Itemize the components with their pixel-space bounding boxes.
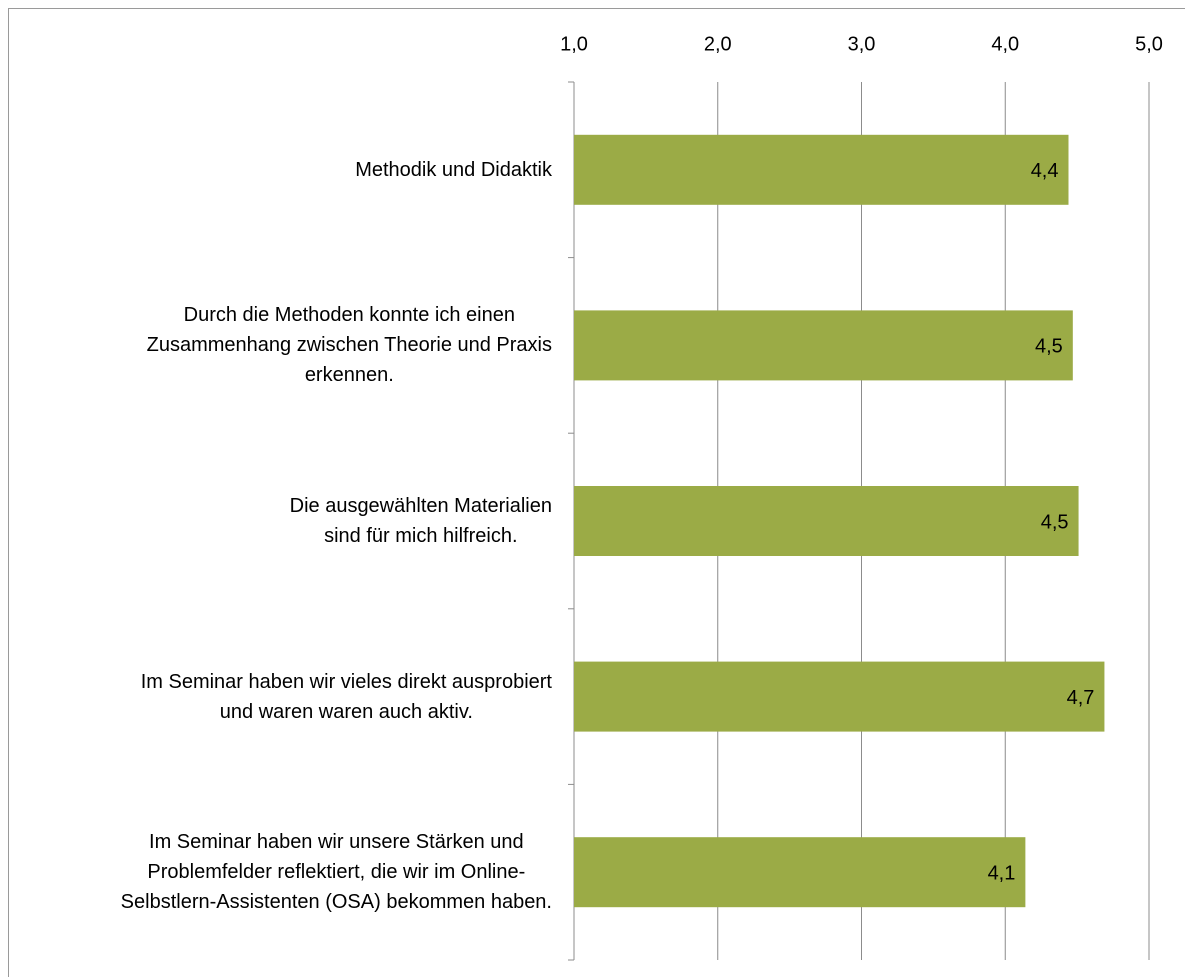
value-label: 4,5 [1041, 511, 1069, 533]
bar [574, 486, 1079, 556]
chart-frame [8, 8, 1185, 977]
x-tick-label: 3,0 [848, 33, 876, 55]
value-label: 4,1 [988, 862, 1016, 884]
category-label: Im Seminar haben wir unsere Stärken und … [120, 831, 552, 914]
category-label: Methodik und Didaktik [355, 158, 552, 181]
category-label: Die ausgewählten Materialien sind für mi… [289, 495, 552, 547]
x-tick-label: 5,0 [1135, 33, 1163, 55]
category-label: Durch die Methoden konnte ich einen Zusa… [146, 304, 552, 387]
category-label: Im Seminar haben wir vieles direkt auspr… [140, 670, 552, 723]
bar [574, 310, 1073, 381]
x-tick-label: 1,0 [560, 33, 588, 55]
bar [574, 837, 1026, 908]
x-tick-label: 2,0 [704, 33, 732, 55]
bar [574, 134, 1069, 205]
bar [574, 661, 1105, 732]
value-label: 4,4 [1031, 160, 1059, 182]
x-tick-label: 4,0 [991, 33, 1019, 55]
value-label: 4,5 [1035, 336, 1063, 358]
value-label: 4,7 [1067, 687, 1095, 709]
